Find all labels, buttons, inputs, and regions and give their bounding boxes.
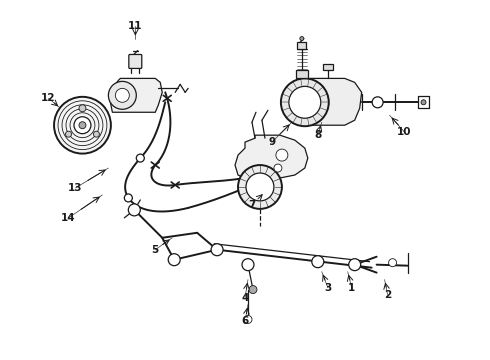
Circle shape [238,165,282,209]
Circle shape [274,164,282,172]
Circle shape [421,100,426,105]
Bar [296,71,308,78]
Circle shape [276,149,288,161]
FancyBboxPatch shape [297,42,306,49]
Text: 6: 6 [242,316,248,327]
Circle shape [249,285,257,293]
Circle shape [128,204,140,216]
Circle shape [108,81,136,109]
Text: 7: 7 [248,200,256,210]
Polygon shape [110,78,162,112]
Text: 4: 4 [241,293,249,302]
FancyBboxPatch shape [129,54,142,68]
Circle shape [349,259,361,271]
Circle shape [372,97,383,108]
Bar [323,64,333,71]
Circle shape [242,259,254,271]
Circle shape [389,259,396,267]
Text: 12: 12 [41,93,56,103]
Text: 1: 1 [348,283,355,293]
Text: 3: 3 [324,283,331,293]
Polygon shape [290,78,362,125]
Circle shape [74,117,91,134]
Circle shape [289,86,321,118]
Text: 13: 13 [68,183,83,193]
Text: 9: 9 [269,137,275,147]
Circle shape [66,131,72,137]
Text: 10: 10 [397,127,412,137]
Circle shape [136,154,144,162]
Circle shape [281,78,329,126]
Circle shape [124,194,132,202]
Circle shape [79,105,86,112]
Circle shape [312,256,324,268]
Circle shape [115,88,129,102]
Text: 11: 11 [128,21,143,31]
Text: 8: 8 [314,130,321,140]
Circle shape [300,37,304,41]
Text: 2: 2 [384,289,391,300]
Circle shape [246,173,274,201]
Circle shape [54,97,111,154]
Circle shape [94,131,99,137]
Circle shape [168,254,180,266]
Circle shape [244,315,252,323]
Circle shape [241,184,249,192]
Circle shape [211,244,223,256]
Polygon shape [235,135,308,178]
Circle shape [79,122,86,129]
Text: 5: 5 [151,245,159,255]
Text: 14: 14 [61,213,76,223]
